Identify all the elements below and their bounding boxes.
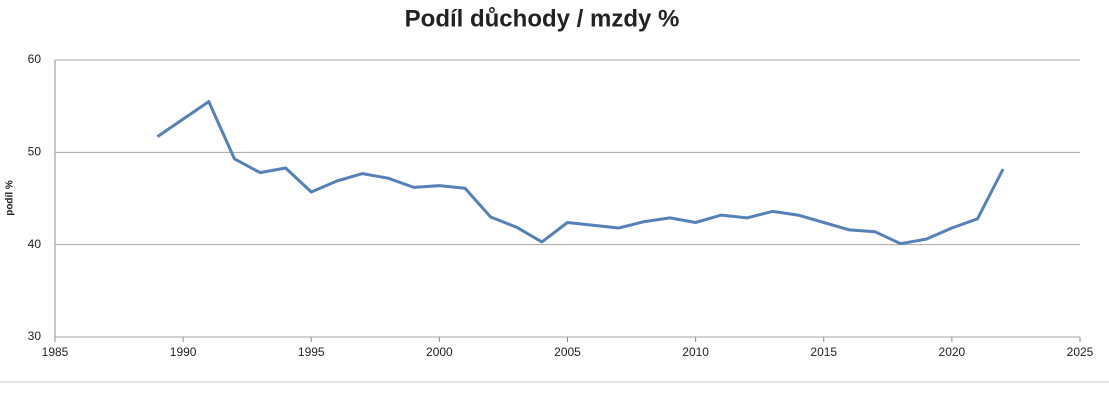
x-tick-label: 2000 [426, 345, 453, 359]
data-line [156, 100, 1005, 246]
y-tick-label: 60 [28, 52, 42, 66]
y-tick-label: 50 [28, 145, 42, 159]
x-tick-label: 2015 [810, 345, 837, 359]
x-tick-label: 2025 [1067, 345, 1094, 359]
y-axis-label: podíl % [5, 180, 16, 216]
x-tick-label: 2020 [939, 345, 966, 359]
y-tick-label: 30 [28, 329, 42, 343]
chart-title: Podíl důchody / mzdy % [405, 5, 680, 32]
x-tick-label: 2010 [682, 345, 709, 359]
x-tick-label: 1990 [170, 345, 197, 359]
x-tick-label: 1995 [298, 345, 325, 359]
y-tick-label: 40 [28, 237, 42, 251]
x-tick-label: 2005 [554, 345, 581, 359]
x-tick-label: 1985 [42, 345, 69, 359]
